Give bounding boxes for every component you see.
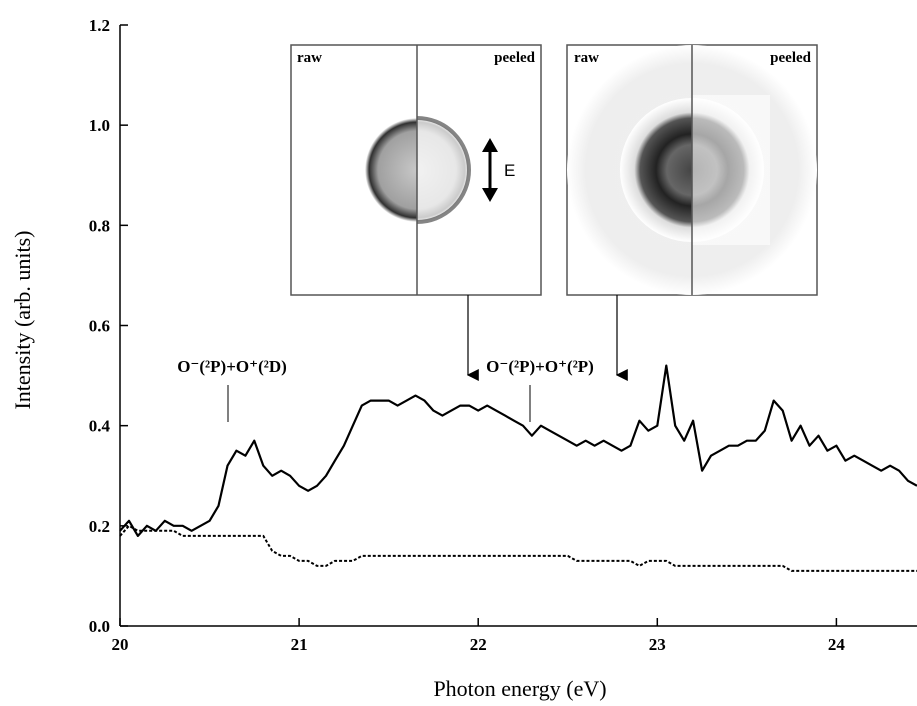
x-tick-label: 24 bbox=[828, 635, 846, 654]
y-axis-label: Intensity (arb. units) bbox=[10, 230, 35, 409]
line-series bbox=[119, 364, 917, 537]
y-tick-label: 0.6 bbox=[89, 317, 110, 336]
x-tick-label: 21 bbox=[291, 635, 308, 654]
y-tick-label: 0.4 bbox=[89, 417, 111, 436]
inset-label: E bbox=[504, 161, 515, 180]
inset-label: raw bbox=[574, 50, 599, 66]
inset-2: raw peeled bbox=[566, 44, 818, 296]
inset-label: peeled bbox=[494, 50, 535, 66]
x-tick-label: 22 bbox=[470, 635, 487, 654]
y-tick-label: 1.2 bbox=[89, 16, 110, 35]
x-axis-label: Photon energy (eV) bbox=[433, 676, 606, 701]
annotation: O⁻(²P)+O⁺(²P) bbox=[486, 357, 594, 376]
inset-1: raw peeled E bbox=[290, 44, 542, 296]
y-tick-label: 0.0 bbox=[89, 617, 110, 636]
annotation: O⁻(²P)+O⁺(²D) bbox=[177, 357, 287, 376]
inset-label: peeled bbox=[770, 50, 811, 66]
y-tick-label: 0.2 bbox=[89, 517, 110, 536]
inset-label: raw bbox=[297, 50, 322, 66]
y-tick-label: 1.0 bbox=[89, 116, 110, 135]
x-tick-label: 23 bbox=[649, 635, 666, 654]
y-tick-label: 0.8 bbox=[89, 216, 110, 235]
line-series bbox=[119, 524, 917, 572]
x-tick-label: 20 bbox=[112, 635, 129, 654]
